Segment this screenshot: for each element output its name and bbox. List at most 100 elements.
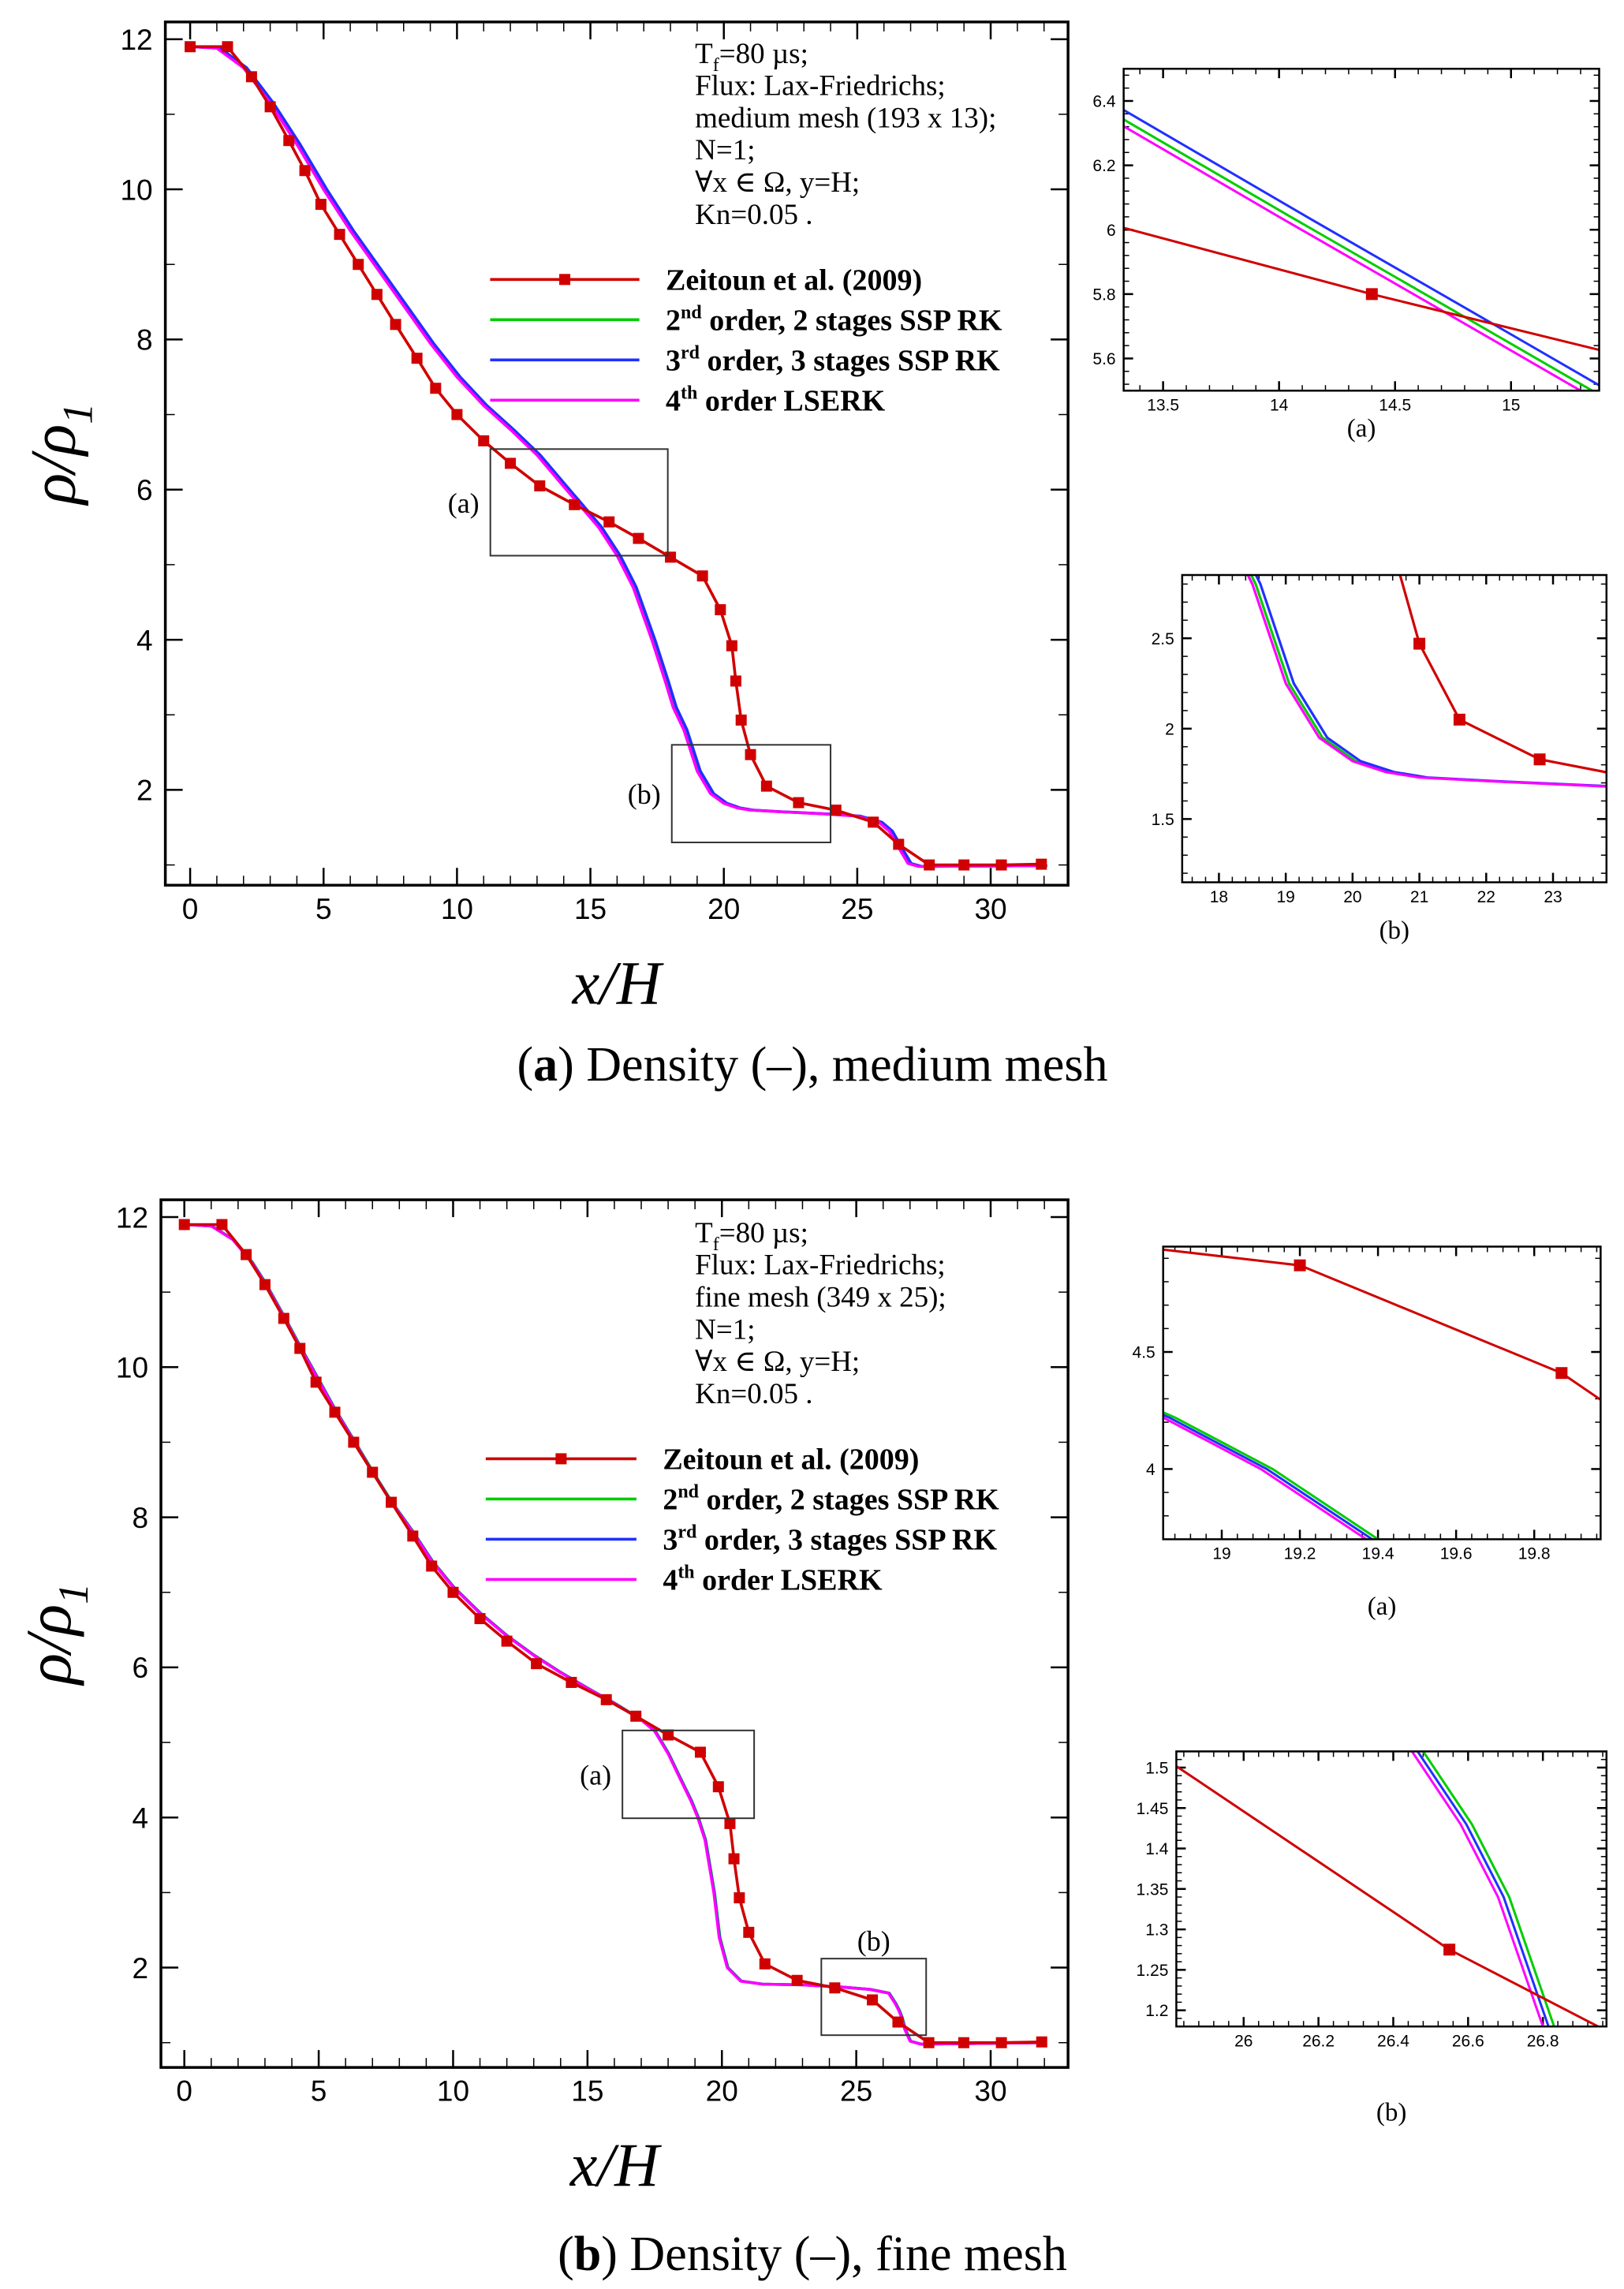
x-tick-label: 0	[182, 893, 199, 925]
x-tick-label: 14.5	[1379, 396, 1411, 414]
zeitoun-marker	[569, 499, 581, 510]
zeitoun-marker	[41, 1495, 53, 1507]
y-tick-label: 1.35	[1137, 1880, 1169, 1899]
x-tick-label: 13.5	[1147, 396, 1179, 414]
y-tick-label: 4	[136, 624, 153, 656]
x-tick-label: 18	[1210, 888, 1228, 906]
y-tick-label: 1.5	[1152, 811, 1174, 829]
y-tick-label: 1.25	[1137, 1962, 1169, 1980]
x-tick-label: 15	[1502, 396, 1520, 414]
x-tick-label: 19.6	[1440, 1545, 1473, 1563]
zeitoun-marker	[185, 41, 196, 53]
legend-entry-ssp3: 3rd order, 3 stages SSP RK	[485, 1522, 997, 1556]
annotation-line: Kn=0.05 .	[695, 1378, 812, 1410]
series-line-ssp3	[1254, 575, 1607, 788]
plot-area	[357, 1147, 1601, 1540]
legend-entry-lserk4: 4th order LSERK	[490, 383, 886, 417]
zeitoun-marker	[348, 1436, 360, 1448]
caption-a: (a) Density (–), medium mesh	[517, 1038, 1107, 1092]
zeitoun-marker	[566, 1676, 577, 1688]
series-line-lserk4	[1246, 575, 1607, 788]
plot-frame	[1122, 67, 1600, 392]
zeitoun-marker	[958, 859, 970, 871]
x-tick-label: 25	[841, 893, 873, 925]
axes: 18 19 20 21 22 23 1.5 2 2.5	[1152, 575, 1607, 906]
y-tick-label: 10	[116, 1352, 148, 1384]
plot-area	[185, 41, 1047, 871]
zoom-box-label: (a)	[448, 487, 480, 519]
zeitoun-marker	[791, 1974, 803, 1986]
x-tick-label: 26.2	[1302, 2032, 1335, 2050]
x-tick-label: 15	[574, 893, 607, 925]
x-tick-label: 19.8	[1518, 1545, 1551, 1563]
chart-fine-mesh: 0 5 10 15 20 25 30 2 4 6 8 10 12 (a) (b) Tf=80 µs;Flux:…	[13, 1198, 1070, 2199]
zeitoun-marker	[315, 199, 327, 211]
zeitoun-marker	[1036, 858, 1047, 870]
zeitoun-marker	[1443, 1944, 1456, 1956]
x-tick-label: 19	[1276, 888, 1294, 906]
x-tick-label: 26	[1234, 2032, 1253, 2050]
series-line-ssp3	[192, 45, 1047, 868]
legend-entry-ssp2: 2nd order, 2 stages SSP RK	[490, 302, 1002, 337]
zeitoun-marker	[728, 1853, 740, 1865]
chart-medium-mesh: 0 5 10 15 20 25 30 2 4 6 8 10 12 (a) (b) Tf=80 µs;Flux:…	[17, 21, 1070, 1017]
legend-label: Zeitoun et al. (2009)	[663, 1443, 919, 1476]
legend-label: Zeitoun et al. (2009)	[666, 263, 922, 297]
y-tick-label: 2	[136, 775, 153, 807]
zeitoun-marker	[759, 1958, 771, 1970]
zeitoun-marker	[1413, 637, 1426, 650]
y-tick-label: 2	[132, 1952, 148, 1985]
legend-entry-ssp2: 2nd order, 2 stages SSP RK	[485, 1481, 999, 1516]
annotation-line: medium mesh (193 x 13);	[695, 102, 996, 134]
x-axis-label: x/H	[572, 948, 664, 1017]
zeitoun-marker	[694, 1746, 706, 1758]
plot-frame	[159, 1198, 1070, 2069]
zeitoun-marker	[264, 101, 276, 113]
legend-label: 4th order LSERK	[666, 383, 886, 417]
x-tick-label: 25	[840, 2075, 872, 2108]
zeitoun-marker	[310, 1376, 322, 1388]
legend-label: 4th order LSERK	[663, 1562, 883, 1596]
zeitoun-marker	[299, 165, 311, 177]
zeitoun-marker	[505, 457, 517, 469]
chart-medium-inset-b: 18 19 20 21 22 23 1.5 2 2.5 (b)	[886, 0, 1608, 945]
zeitoun-marker	[411, 353, 423, 364]
zeitoun-marker	[886, 0, 898, 2]
zeitoun-marker	[565, 1576, 577, 1588]
legend-entry-zeitoun: Zeitoun et al. (2009)	[485, 1443, 919, 1476]
zeitoun-marker	[329, 1406, 341, 1418]
zeitoun-marker	[924, 859, 935, 871]
y-tick-label: 8	[132, 1502, 148, 1534]
zoom-box	[670, 744, 832, 844]
zoom-box	[622, 1729, 756, 1820]
zeitoun-marker	[867, 1994, 879, 2006]
zeitoun-marker	[294, 1342, 306, 1354]
annotation-line: Flux: Lax-Friedrichs;	[695, 1249, 946, 1282]
annotation-line: Flux: Lax-Friedrichs;	[695, 70, 946, 103]
zeitoun-marker	[357, 1147, 368, 1159]
plot-area	[41, 1495, 1601, 2027]
x-tick-label: 20	[1343, 888, 1361, 906]
zeitoun-marker	[1367, 375, 1379, 387]
x-tick-label: 30	[974, 2075, 1006, 2108]
legend-label: 3rd order, 3 stages SSP RK	[663, 1522, 997, 1556]
zeitoun-marker	[278, 1313, 289, 1324]
legend-marker	[559, 274, 571, 286]
zeitoun-marker	[973, 36, 984, 48]
zeitoun-marker	[743, 1926, 755, 1938]
zeitoun-marker	[630, 1710, 642, 1722]
annotation-line: fine mesh (349 x 25);	[695, 1282, 946, 1314]
zeitoun-marker	[474, 1613, 486, 1625]
annotation-line: Tf=80 µs;	[695, 1217, 808, 1255]
x-tick-label: 19.2	[1284, 1545, 1316, 1563]
zeitoun-marker	[603, 516, 615, 528]
zeitoun-marker	[1376, 461, 1388, 472]
zeitoun-marker	[241, 1249, 252, 1260]
zeitoun-marker	[735, 714, 747, 726]
zeitoun-marker	[447, 1586, 459, 1598]
annotation-line: ∀x ∈ Ω, y=H;	[695, 1346, 860, 1378]
zeitoun-marker	[958, 2037, 969, 2048]
annotation-line: Tf=80 µs;	[695, 38, 808, 76]
zoom-box	[820, 1958, 928, 2037]
series-line-ssp3	[185, 1223, 1045, 2046]
